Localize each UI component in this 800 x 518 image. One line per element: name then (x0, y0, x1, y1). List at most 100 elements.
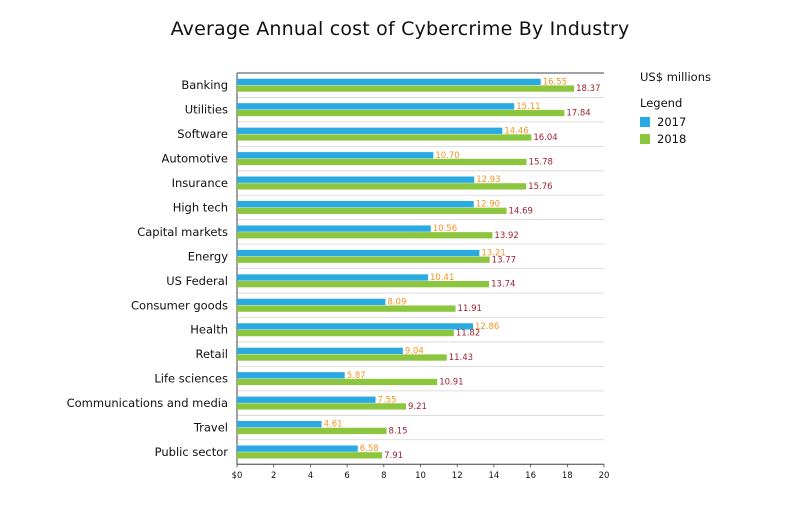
bar-2017-communications-and-media (237, 396, 376, 403)
units-label: US$ millions (640, 70, 711, 84)
category-label-energy: Energy (188, 249, 228, 263)
data-label-2018-banking: 18.37 (576, 84, 600, 94)
data-label-2017-consumer-goods: 8.09 (387, 297, 406, 307)
bar-2017-us-federal (237, 274, 429, 281)
category-label-consumer-goods: Consumer goods (131, 298, 228, 312)
bar-2018-public-sector (237, 452, 383, 459)
data-label-2017-energy: 13.21 (481, 249, 505, 259)
x-tick-label: 10 (415, 471, 426, 481)
bar-2018-software (237, 134, 532, 141)
category-label-utilities: Utilities (185, 103, 228, 117)
data-label-2017-travel: 4.61 (324, 420, 343, 430)
bar-2017-utilities (237, 103, 515, 110)
x-tick-label: 4 (308, 471, 313, 481)
x-tick-label: 2 (271, 471, 276, 481)
bar-2017-high-tech (237, 200, 474, 208)
bar-2018-retail (237, 354, 447, 361)
category-label-high-tech: High tech (173, 200, 228, 214)
bar-2017-life-sciences (237, 372, 345, 379)
data-label-2017-automotive: 10.70 (435, 151, 459, 161)
data-label-2017-public-sector: 6.58 (360, 444, 379, 454)
bar-2018-insurance (237, 183, 527, 190)
bar-2017-capital-markets (237, 225, 431, 232)
data-label-2018-health: 11.82 (456, 329, 480, 339)
data-label-2018-software: 16.04 (533, 133, 557, 143)
x-tick-label: 20 (599, 471, 610, 481)
bar-2018-us-federal (237, 281, 490, 288)
data-label-2018-insurance: 15.76 (528, 182, 552, 192)
bar-2017-insurance (237, 176, 475, 183)
data-label-2018-energy: 13.77 (492, 255, 516, 265)
data-label-2018-us-federal: 13.74 (491, 280, 515, 290)
data-label-2018-consumer-goods: 11.91 (458, 304, 482, 314)
bar-2018-utilities (237, 109, 565, 117)
bar-2017-retail (237, 347, 403, 354)
category-label-us-federal: US Federal (166, 274, 228, 288)
x-tick-label: 18 (562, 471, 573, 481)
data-label-2017-capital-markets: 10.56 (433, 224, 457, 234)
data-label-2018-communications-and-media: 9.21 (408, 402, 427, 412)
legend-swatch-2018 (640, 134, 650, 144)
bar-2017-travel (237, 421, 322, 428)
data-label-2017-communications-and-media: 7.55 (378, 395, 397, 405)
category-label-communications-and-media: Communications and media (67, 396, 228, 410)
data-label-2017-us-federal: 10.41 (430, 273, 454, 283)
legend: US$ millions Legend 2017 2018 (640, 70, 711, 149)
category-label-banking: Banking (181, 78, 228, 92)
data-label-2017-retail: 9.04 (405, 346, 424, 356)
data-label-2017-banking: 16.55 (543, 77, 567, 87)
data-label-2018-utilities: 17.84 (566, 109, 590, 119)
bar-2018-energy (237, 256, 490, 263)
category-label-capital-markets: Capital markets (137, 225, 228, 239)
bar-2018-consumer-goods (237, 305, 456, 312)
legend-label-2017: 2017 (657, 115, 687, 129)
data-label-2018-capital-markets: 13.92 (494, 231, 518, 241)
category-label-insurance: Insurance (172, 176, 228, 190)
data-label-2018-automotive: 15.78 (529, 157, 553, 167)
data-label-2017-health: 12.86 (475, 322, 499, 332)
legend-label-2018: 2018 (657, 132, 687, 146)
x-tick-label: 16 (525, 471, 536, 481)
category-label-travel: Travel (193, 421, 228, 435)
data-label-2017-life-sciences: 5.87 (347, 371, 366, 381)
chart-title: Average Annual cost of Cybercrime By Ind… (170, 18, 630, 40)
bar-2018-banking (237, 85, 575, 92)
category-label-life-sciences: Life sciences (154, 372, 228, 386)
bar-2017-software (237, 127, 503, 134)
category-label-public-sector: Public sector (155, 445, 229, 459)
legend-entry-2017: 2017 (640, 115, 711, 129)
bar-2018-communications-and-media (237, 403, 407, 410)
x-tick-label: $0 (232, 471, 243, 481)
data-label-2017-utilities: 15.11 (516, 102, 540, 112)
bar-2018-travel (237, 427, 387, 435)
x-tick-label: 6 (344, 471, 349, 481)
bar-2017-public-sector (237, 445, 358, 452)
bar-2018-high-tech (237, 207, 507, 214)
bar-2018-capital-markets (237, 232, 493, 239)
x-tick-label: 12 (452, 471, 463, 481)
data-label-2018-life-sciences: 10.91 (439, 378, 463, 388)
category-label-retail: Retail (196, 347, 229, 361)
x-tick-label: 14 (488, 471, 499, 481)
bar-2017-health (237, 323, 473, 330)
data-label-2018-public-sector: 7.91 (384, 451, 403, 461)
bar-2018-automotive (237, 158, 527, 166)
data-label-2018-high-tech: 14.69 (509, 206, 533, 216)
bar-2017-banking (237, 78, 541, 86)
legend-entry-2018: 2018 (640, 132, 711, 146)
category-label-software: Software (177, 127, 228, 141)
bar-2017-automotive (237, 152, 434, 159)
data-label-2017-insurance: 12.93 (476, 175, 500, 185)
data-label-2018-travel: 8.15 (389, 426, 408, 436)
legend-title: Legend (640, 96, 683, 110)
bar-2017-consumer-goods (237, 298, 386, 306)
bar-2018-health (237, 329, 454, 337)
data-label-2017-high-tech: 12.90 (476, 200, 500, 210)
data-label-2018-retail: 11.43 (449, 353, 473, 363)
data-label-2017-software: 14.46 (504, 126, 528, 136)
bar-2017-energy (237, 249, 480, 257)
category-label-health: Health (190, 323, 228, 337)
x-tick-label: 8 (381, 471, 386, 481)
legend-swatch-2017 (640, 117, 650, 127)
